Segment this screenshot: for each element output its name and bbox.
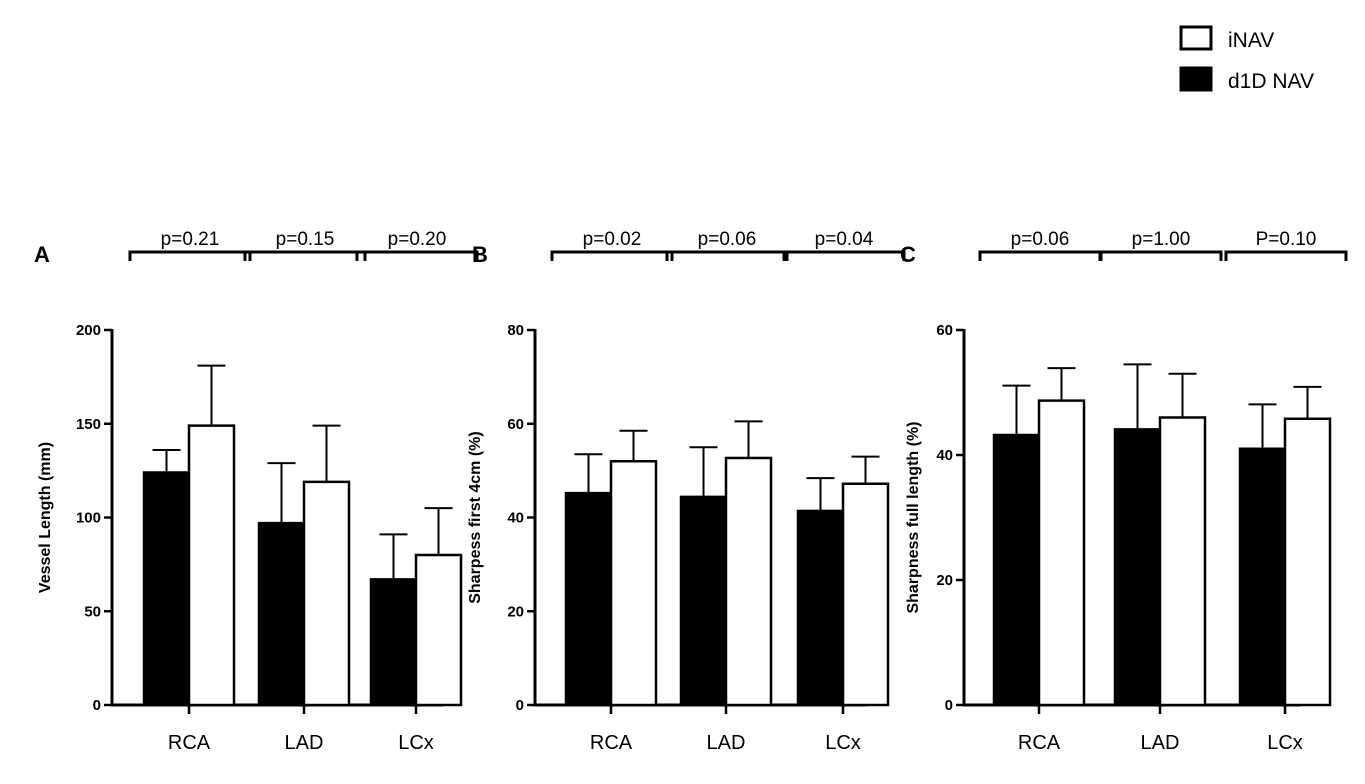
y-tick-label: 60	[507, 416, 524, 433]
bar-inav	[1158, 416, 1207, 707]
category-label: LAD	[707, 732, 746, 754]
p-value-label: p=0.21	[161, 229, 220, 250]
y-axis-title: Vessel Length (mm)	[37, 442, 54, 593]
significance-bracket	[1224, 250, 1348, 261]
bar-d1d-nav	[796, 509, 845, 707]
y-tick-label: 60	[936, 322, 953, 339]
y-tick-label: 0	[516, 697, 524, 714]
legend: iNAV d1D NAV	[1179, 25, 1314, 93]
significance-bracket	[978, 250, 1102, 261]
bar-d1d-nav	[564, 491, 613, 707]
p-value-label: p=1.00	[1132, 229, 1191, 250]
y-axis-title: Sharpness full length (%)	[905, 421, 922, 613]
panel-b: B 0 20 40 60 80 Sharpess first 4cm (%) RCA p=0.0…	[467, 229, 906, 754]
panel-letter: C	[900, 242, 916, 267]
significance-bracket	[782, 250, 906, 261]
significance-bracket	[1099, 250, 1223, 261]
significance-bracket	[665, 250, 789, 261]
panel-letter: B	[472, 242, 488, 267]
y-axis-title: Sharpess first 4cm (%)	[467, 431, 484, 604]
bar-d1d-nav	[679, 495, 728, 707]
significance-bracket	[128, 250, 252, 261]
bar-inav	[841, 482, 890, 707]
category-label: LCx	[398, 732, 434, 754]
legend-swatch-inav	[1179, 25, 1213, 51]
panel-c: C 0 20 40 60 Sharpness full length (%) RCA p=0.…	[900, 229, 1348, 754]
bar-d1d-nav	[1238, 447, 1287, 707]
y-tick-label: 0	[945, 697, 953, 714]
legend-label-inav: iNAV	[1228, 29, 1274, 52]
legend-swatch-d1d-nav	[1179, 66, 1213, 92]
y-tick-label: 40	[936, 447, 953, 464]
y-tick-label: 80	[507, 322, 524, 339]
category-label: LAD	[285, 732, 324, 754]
p-value-label: p=0.02	[583, 229, 642, 250]
bar-d1d-nav	[992, 433, 1041, 707]
p-value-label: p=0.06	[1011, 229, 1070, 250]
bar-inav	[1037, 399, 1086, 707]
y-tick-label: 50	[84, 603, 101, 620]
category-label: RCA	[168, 732, 211, 754]
p-value-label: P=0.10	[1256, 229, 1317, 250]
bar-d1d-nav	[142, 471, 191, 707]
legend-label-d1d-nav: d1D NAV	[1228, 70, 1314, 93]
panel-a: A 0 50 100 150 200 Vessel Length (mm) RCA p=0.21…	[34, 229, 479, 754]
bar-d1d-nav	[1113, 428, 1162, 707]
p-value-label: p=0.06	[698, 229, 757, 250]
y-tick-label: 20	[507, 603, 524, 620]
y-tick-label: 200	[76, 322, 101, 339]
y-tick-label: 40	[507, 510, 524, 527]
p-value-label: p=0.04	[815, 229, 874, 250]
bar-d1d-nav	[369, 578, 418, 707]
bar-d1d-nav	[257, 521, 306, 707]
bar-inav	[724, 456, 773, 707]
category-label: RCA	[590, 732, 633, 754]
bar-inav	[414, 553, 463, 707]
significance-bracket	[243, 250, 367, 261]
y-tick-label: 0	[93, 697, 101, 714]
y-tick-label: 150	[76, 416, 101, 433]
category-label: LCx	[825, 732, 861, 754]
category-label: LAD	[1141, 732, 1180, 754]
y-tick-label: 20	[936, 572, 953, 589]
panel-letter: A	[34, 242, 50, 267]
p-value-label: p=0.20	[388, 229, 447, 250]
bar-inav	[609, 460, 658, 707]
bar-inav	[1283, 417, 1332, 707]
p-value-label: p=0.15	[276, 229, 335, 250]
bar-inav	[302, 480, 351, 707]
significance-bracket	[355, 250, 479, 261]
y-tick-label: 100	[76, 510, 101, 527]
category-label: LCx	[1267, 732, 1303, 754]
significance-bracket	[550, 250, 674, 261]
category-label: RCA	[1018, 732, 1061, 754]
bar-inav	[187, 424, 236, 707]
